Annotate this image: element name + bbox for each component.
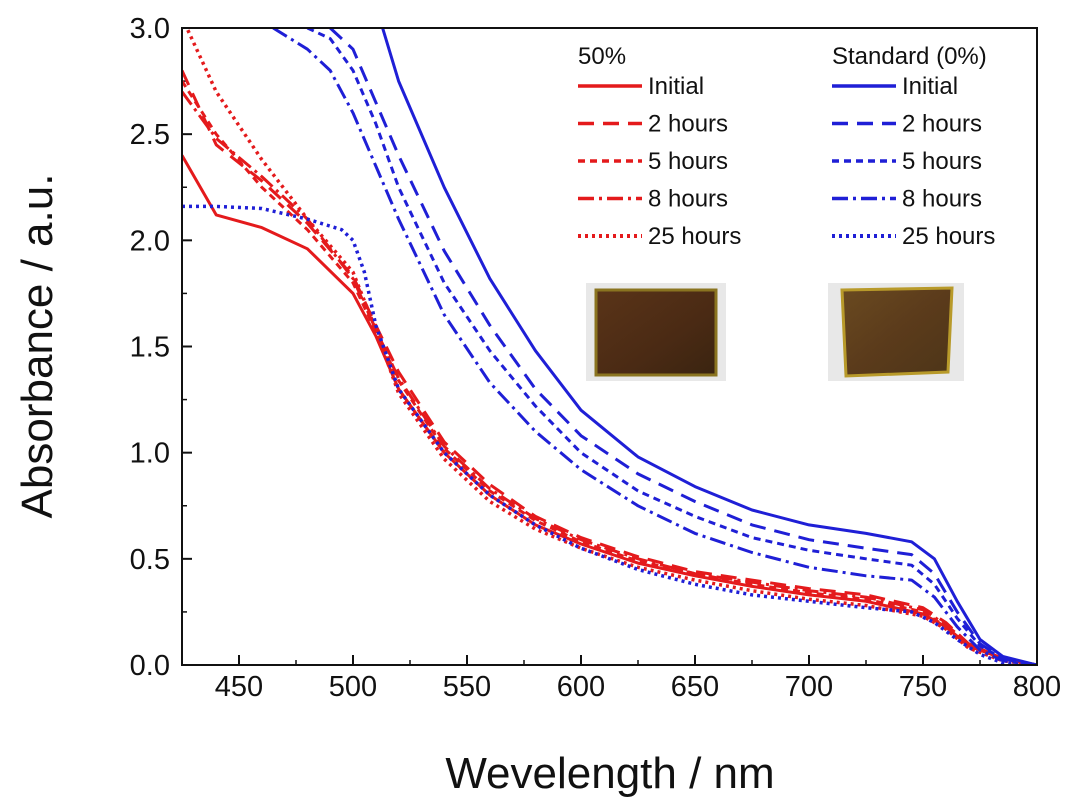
sample-photo-standard — [828, 283, 964, 381]
series-line-standard-5-hours — [306, 28, 1037, 665]
legend-label: 8 hours — [902, 186, 982, 213]
x-axis-title: Wevelength / nm — [445, 749, 774, 797]
x-tick-label: 600 — [557, 671, 605, 703]
series-line-standard-initial — [381, 28, 1037, 665]
x-tick-label: 500 — [329, 671, 377, 703]
series-line-standard-8-hours — [272, 28, 1037, 665]
legend-label: Initial — [648, 73, 704, 100]
legend-label: 8 hours — [648, 186, 728, 213]
x-tick-label: 700 — [785, 671, 833, 703]
y-tick-label: 3.0 — [130, 13, 170, 45]
series-line-standard-25-hours — [182, 204, 1037, 665]
legend-label: 25 hours — [902, 223, 995, 250]
legend-label: 5 hours — [902, 148, 982, 175]
legend-group-title: 50% — [578, 43, 626, 70]
legend-label: 2 hours — [648, 111, 728, 138]
legend-label: 5 hours — [648, 148, 728, 175]
series-line-standard-2-hours — [329, 28, 1037, 665]
legend-label: Initial — [902, 73, 958, 100]
y-tick-label: 2.0 — [130, 225, 170, 257]
plot-frame — [181, 27, 1038, 666]
series-line-50pct-25-hours — [184, 28, 1037, 665]
legend: 50% Initial 2 hours 5 hours 8 hours 25 hours S… — [578, 43, 995, 250]
y-tick-label: 2.5 — [130, 119, 170, 151]
series-line-50pct-5-hours — [182, 80, 1037, 665]
y-tick-label: 0.0 — [130, 650, 170, 682]
y-tick-label: 0.5 — [130, 544, 170, 576]
y-axis-title: Absorbance / a.u. — [13, 174, 62, 519]
legend-label: 25 hours — [648, 223, 741, 250]
x-tick-label: 800 — [1013, 671, 1061, 703]
sample-photo-50-percent — [586, 283, 726, 381]
legend-group-title: Standard (0%) — [832, 43, 987, 70]
y-tick-label: 1.5 — [130, 332, 170, 364]
x-tick-label: 550 — [443, 671, 491, 703]
x-tick-label: 450 — [215, 671, 263, 703]
y-tick-label: 1.0 — [130, 438, 170, 470]
legend-label: 2 hours — [902, 111, 982, 138]
series-line-50pct-8-hours — [182, 90, 1037, 665]
x-tick-label: 650 — [671, 671, 719, 703]
x-tick-label: 750 — [899, 671, 947, 703]
